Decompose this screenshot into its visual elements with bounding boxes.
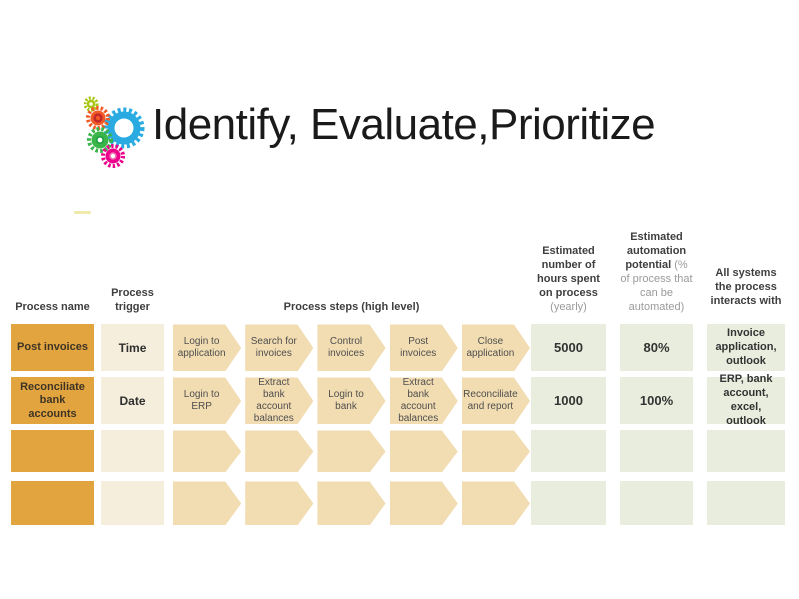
step-arrow: Login to bank <box>317 377 385 424</box>
automation-cell <box>620 430 693 473</box>
hours-cell <box>531 430 606 473</box>
table-row: Post invoices Time Login to application … <box>11 324 785 372</box>
step-arrow: Reconciliate and report <box>462 377 530 424</box>
step-arrow <box>245 481 313 525</box>
step-arrow <box>390 481 458 525</box>
step-arrow: Login to ERP <box>173 377 241 424</box>
step-arrow: Extract bank account balances <box>390 377 458 424</box>
step-arrow: Post invoices <box>390 324 458 371</box>
systems-cell: Invoice application, outlook <box>707 324 785 372</box>
table-row <box>11 481 785 526</box>
automation-header-main: Estimated automation potential <box>625 231 687 272</box>
hours-cell <box>531 481 606 526</box>
table-row: Reconciliate bank accounts Date Login to… <box>11 373 785 427</box>
step-arrow <box>462 481 530 525</box>
table-header-row: Process name Process trigger Process ste… <box>11 230 785 314</box>
trigger-cell <box>101 481 164 526</box>
systems-cell <box>707 481 785 526</box>
table-row <box>11 430 785 473</box>
trigger-cell <box>101 430 164 473</box>
hours-header-note: (yearly) <box>550 301 587 314</box>
col-header-automation: Estimated automation potential (% of pro… <box>620 230 693 314</box>
step-arrow <box>317 481 385 525</box>
col-header-process-name: Process name <box>15 301 90 314</box>
process-table: Process name Process trigger Process ste… <box>11 230 785 526</box>
col-header-process-trigger: Process trigger <box>111 287 154 314</box>
process-steps: Login to application Search for invoices… <box>173 324 530 371</box>
hours-cell: 1000 <box>531 377 606 425</box>
step-arrow: Close application <box>462 324 530 371</box>
automation-cell: 100% <box>620 377 693 425</box>
trigger-cell: Time <box>101 324 164 372</box>
col-header-process-steps: Process steps (high level) <box>283 301 420 314</box>
trigger-cell: Date <box>101 377 164 425</box>
process-name-cell: Post invoices <box>11 324 94 372</box>
hours-header-main: Estimated number of hours spent on proce… <box>537 245 600 300</box>
step-arrow <box>245 430 313 472</box>
step-arrow <box>173 430 241 472</box>
process-steps: Login to ERP Extract bank account balanc… <box>173 377 530 424</box>
systems-cell <box>707 430 785 473</box>
step-arrow <box>390 430 458 472</box>
automation-header-note: (% of process that can be automated) <box>620 259 693 314</box>
automation-cell <box>620 481 693 526</box>
hours-cell: 5000 <box>531 324 606 372</box>
step-arrow: Login to application <box>173 324 241 371</box>
automation-cell: 80% <box>620 324 693 372</box>
process-steps <box>173 430 530 472</box>
process-name-cell: Reconciliate bank accounts <box>11 377 94 425</box>
process-name-cell <box>11 430 94 473</box>
step-arrow: Control invoices <box>317 324 385 371</box>
col-header-hours: Estimated number of hours spent on proce… <box>531 244 606 314</box>
process-name-cell <box>11 481 94 526</box>
step-arrow <box>173 481 241 525</box>
yellow-dash-mark <box>74 211 91 214</box>
col-header-systems: All systems the process interacts with <box>710 267 782 308</box>
step-arrow: Extract bank account balances <box>245 377 313 424</box>
step-arrow <box>317 430 385 472</box>
process-steps <box>173 481 530 525</box>
slide-title: Identify, Evaluate,Prioritize <box>152 100 656 149</box>
gears-icon <box>84 96 145 168</box>
step-arrow: Search for invoices <box>245 324 313 371</box>
step-arrow <box>462 430 530 472</box>
systems-cell: ERP, bank account, excel, outlook <box>707 373 785 427</box>
